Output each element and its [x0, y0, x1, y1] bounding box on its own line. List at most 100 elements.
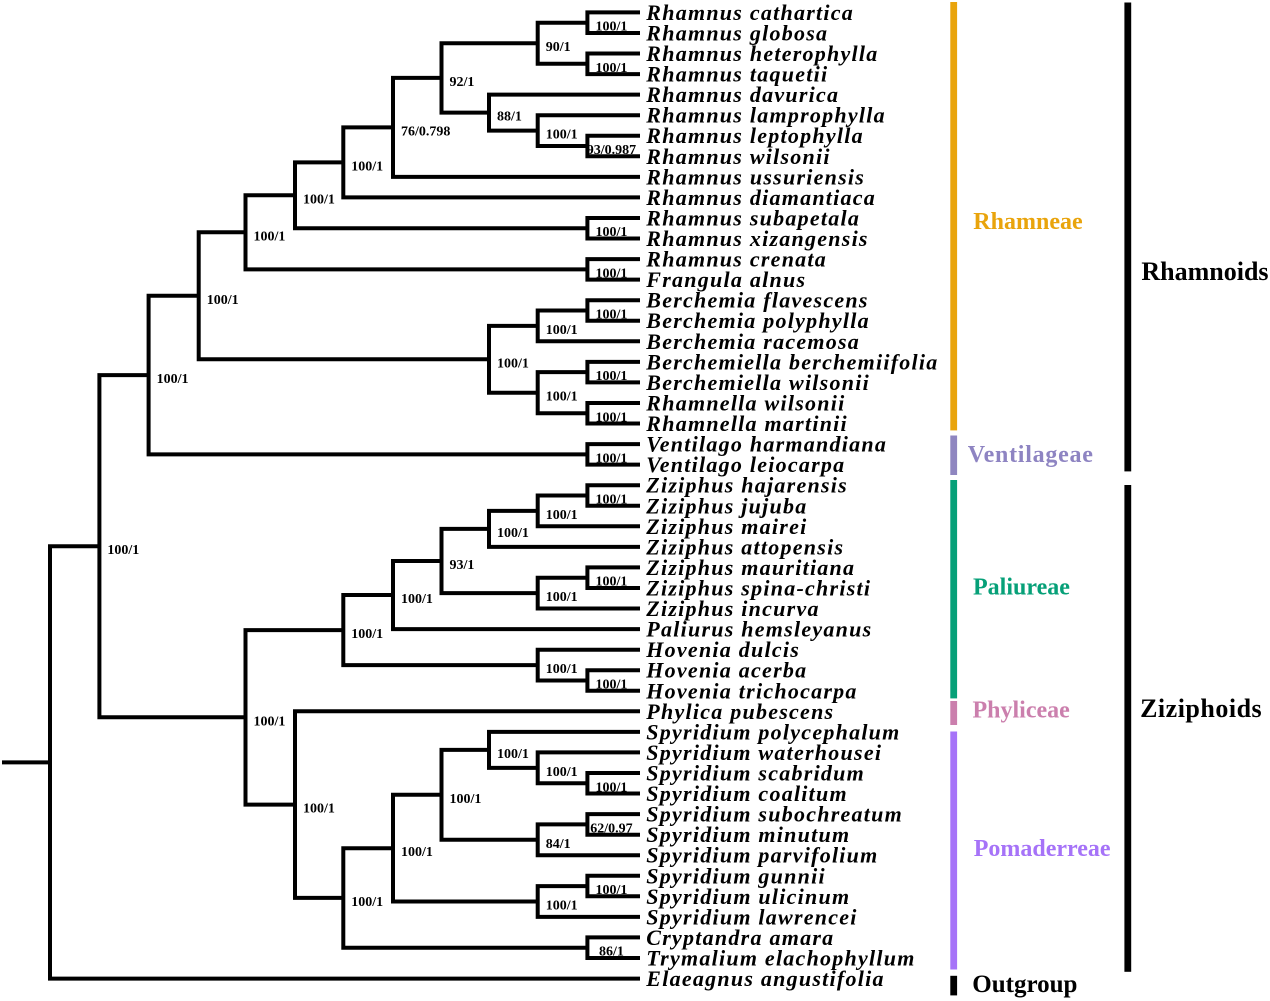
svg-text:Berchemia flavescens: Berchemia flavescens [645, 288, 868, 313]
svg-text:Rhamnus wilsonii: Rhamnus wilsonii [645, 144, 830, 169]
svg-text:100/1: 100/1 [546, 390, 578, 405]
svg-text:100/1: 100/1 [107, 543, 139, 558]
svg-text:92/1: 92/1 [450, 75, 475, 90]
svg-text:100/1: 100/1 [207, 293, 239, 308]
svg-text:Elaeagnus angustifolia: Elaeagnus angustifolia [645, 966, 884, 991]
svg-text:Ventilago leiocarpa: Ventilago leiocarpa [646, 452, 845, 477]
svg-text:Berchemiella berchemiifolia: Berchemiella berchemiifolia [645, 349, 938, 374]
svg-text:100/1: 100/1 [596, 308, 628, 323]
svg-text:Ziziphus incurva: Ziziphus incurva [645, 596, 819, 621]
svg-text:93/0.987: 93/0.987 [587, 143, 636, 158]
svg-text:Rhamnus taquetii: Rhamnus taquetii [645, 62, 828, 87]
svg-text:Spyridium lawrencei: Spyridium lawrencei [646, 904, 857, 929]
svg-text:Rhamnus globosa: Rhamnus globosa [645, 21, 828, 46]
svg-text:100/1: 100/1 [596, 410, 628, 425]
svg-text:Hovenia trichocarpa: Hovenia trichocarpa [645, 678, 857, 703]
svg-text:Rhamnus heterophylla: Rhamnus heterophylla [645, 41, 878, 66]
svg-text:Berchemia racemosa: Berchemia racemosa [645, 329, 860, 354]
svg-text:Paliurus hemsleyanus: Paliurus hemsleyanus [645, 617, 872, 642]
svg-text:100/1: 100/1 [596, 678, 628, 693]
svg-text:100/1: 100/1 [596, 61, 628, 76]
svg-text:Rhamnus lamprophylla: Rhamnus lamprophylla [645, 103, 886, 128]
svg-text:Frangula alnus: Frangula alnus [645, 267, 806, 292]
svg-text:100/1: 100/1 [596, 451, 628, 466]
svg-text:Rhamnus diamantiaca: Rhamnus diamantiaca [645, 185, 876, 210]
svg-text:Spyridium minutum: Spyridium minutum [646, 822, 850, 847]
svg-text:76/0.798: 76/0.798 [401, 124, 450, 139]
svg-text:Rhamnella martinii: Rhamnella martinii [645, 411, 848, 436]
svg-text:100/1: 100/1 [596, 780, 628, 795]
svg-text:86/1: 86/1 [599, 945, 624, 960]
svg-text:Berchemia polyphylla: Berchemia polyphylla [645, 308, 870, 333]
svg-text:Rhamnus crenata: Rhamnus crenata [645, 247, 827, 272]
svg-text:100/1: 100/1 [254, 229, 286, 244]
svg-text:Spyridium gunnii: Spyridium gunnii [646, 863, 826, 888]
svg-text:100/1: 100/1 [546, 128, 578, 143]
svg-text:62/0.97: 62/0.97 [590, 821, 632, 836]
svg-text:Cryptandra amara: Cryptandra amara [646, 925, 834, 950]
svg-text:100/1: 100/1 [351, 895, 383, 910]
svg-text:100/1: 100/1 [596, 20, 628, 35]
svg-text:100/1: 100/1 [254, 714, 286, 729]
svg-text:Rhamnus ussuriensis: Rhamnus ussuriensis [645, 164, 865, 189]
svg-text:Spyridium subochreatum: Spyridium subochreatum [646, 802, 903, 827]
svg-text:84/1: 84/1 [546, 837, 571, 852]
svg-text:100/1: 100/1 [546, 765, 578, 780]
svg-text:88/1: 88/1 [497, 110, 522, 125]
svg-text:Rhamnus cathartica: Rhamnus cathartica [645, 0, 854, 25]
svg-text:Ventilageae: Ventilageae [968, 442, 1094, 468]
svg-text:100/1: 100/1 [497, 356, 529, 371]
svg-text:100/1: 100/1 [450, 792, 482, 807]
svg-text:100/1: 100/1 [401, 592, 433, 607]
svg-text:100/1: 100/1 [596, 575, 628, 590]
svg-text:Berchemiella wilsonii: Berchemiella wilsonii [645, 370, 870, 395]
svg-text:Ziziphus hajarensis: Ziziphus hajarensis [645, 473, 848, 498]
svg-text:Spyridium ulicinum: Spyridium ulicinum [646, 884, 850, 909]
svg-text:Spyridium parvifolium: Spyridium parvifolium [646, 843, 878, 868]
svg-text:Rhamnella wilsonii: Rhamnella wilsonii [645, 391, 845, 416]
svg-text:Ventilago harmandiana: Ventilago harmandiana [646, 432, 887, 457]
svg-text:Spyridium scabridum: Spyridium scabridum [646, 761, 865, 786]
svg-text:100/1: 100/1 [596, 493, 628, 508]
svg-text:Rhamneae: Rhamneae [973, 209, 1083, 235]
svg-text:100/1: 100/1 [596, 883, 628, 898]
svg-text:Rhamnus xizangensis: Rhamnus xizangensis [645, 226, 868, 251]
svg-text:Ziziphoids: Ziziphoids [1140, 694, 1262, 723]
svg-text:Trymalium elachophyllum: Trymalium elachophyllum [646, 946, 915, 971]
svg-text:100/1: 100/1 [596, 225, 628, 240]
svg-text:Rhamnus leptophylla: Rhamnus leptophylla [645, 123, 864, 148]
svg-text:100/1: 100/1 [401, 845, 433, 860]
svg-text:Hovenia acerba: Hovenia acerba [645, 658, 807, 683]
svg-text:Phyliceae: Phyliceae [973, 698, 1071, 724]
svg-text:100/1: 100/1 [351, 627, 383, 642]
svg-text:100/1: 100/1 [546, 508, 578, 523]
svg-text:Paliureae: Paliureae [973, 574, 1070, 600]
svg-text:90/1: 90/1 [546, 40, 571, 55]
svg-text:100/1: 100/1 [351, 159, 383, 174]
svg-text:100/1: 100/1 [546, 590, 578, 605]
svg-text:93/1: 93/1 [450, 558, 475, 573]
svg-text:100/1: 100/1 [497, 526, 529, 541]
svg-text:100/1: 100/1 [546, 323, 578, 338]
svg-text:100/1: 100/1 [546, 662, 578, 677]
svg-text:Ziziphus attopensis: Ziziphus attopensis [645, 534, 844, 559]
svg-text:Spyridium polycephalum: Spyridium polycephalum [646, 719, 900, 744]
svg-text:100/1: 100/1 [303, 192, 335, 207]
svg-text:100/1: 100/1 [596, 266, 628, 281]
svg-text:Outgroup: Outgroup [972, 971, 1077, 998]
svg-text:100/1: 100/1 [303, 802, 335, 817]
svg-text:100/1: 100/1 [157, 372, 189, 387]
svg-text:Hovenia dulcis: Hovenia dulcis [645, 637, 800, 662]
svg-text:Spyridium coalitum: Spyridium coalitum [646, 781, 848, 806]
svg-text:Ziziphus mairei: Ziziphus mairei [645, 514, 807, 539]
svg-text:100/1: 100/1 [596, 369, 628, 384]
svg-text:Rhamnus subapetala: Rhamnus subapetala [645, 206, 860, 231]
svg-text:100/1: 100/1 [497, 747, 529, 762]
svg-text:Ziziphus jujuba: Ziziphus jujuba [645, 493, 807, 518]
svg-text:Pomaderreae: Pomaderreae [974, 836, 1111, 862]
svg-text:Ziziphus mauritiana: Ziziphus mauritiana [645, 555, 855, 580]
svg-text:Spyridium waterhousei: Spyridium waterhousei [646, 740, 882, 765]
svg-text:Phylica pubescens: Phylica pubescens [645, 699, 834, 724]
svg-text:Ziziphus spina-christi: Ziziphus spina-christi [645, 576, 871, 601]
svg-text:Rhamnus davurica: Rhamnus davurica [645, 82, 839, 107]
